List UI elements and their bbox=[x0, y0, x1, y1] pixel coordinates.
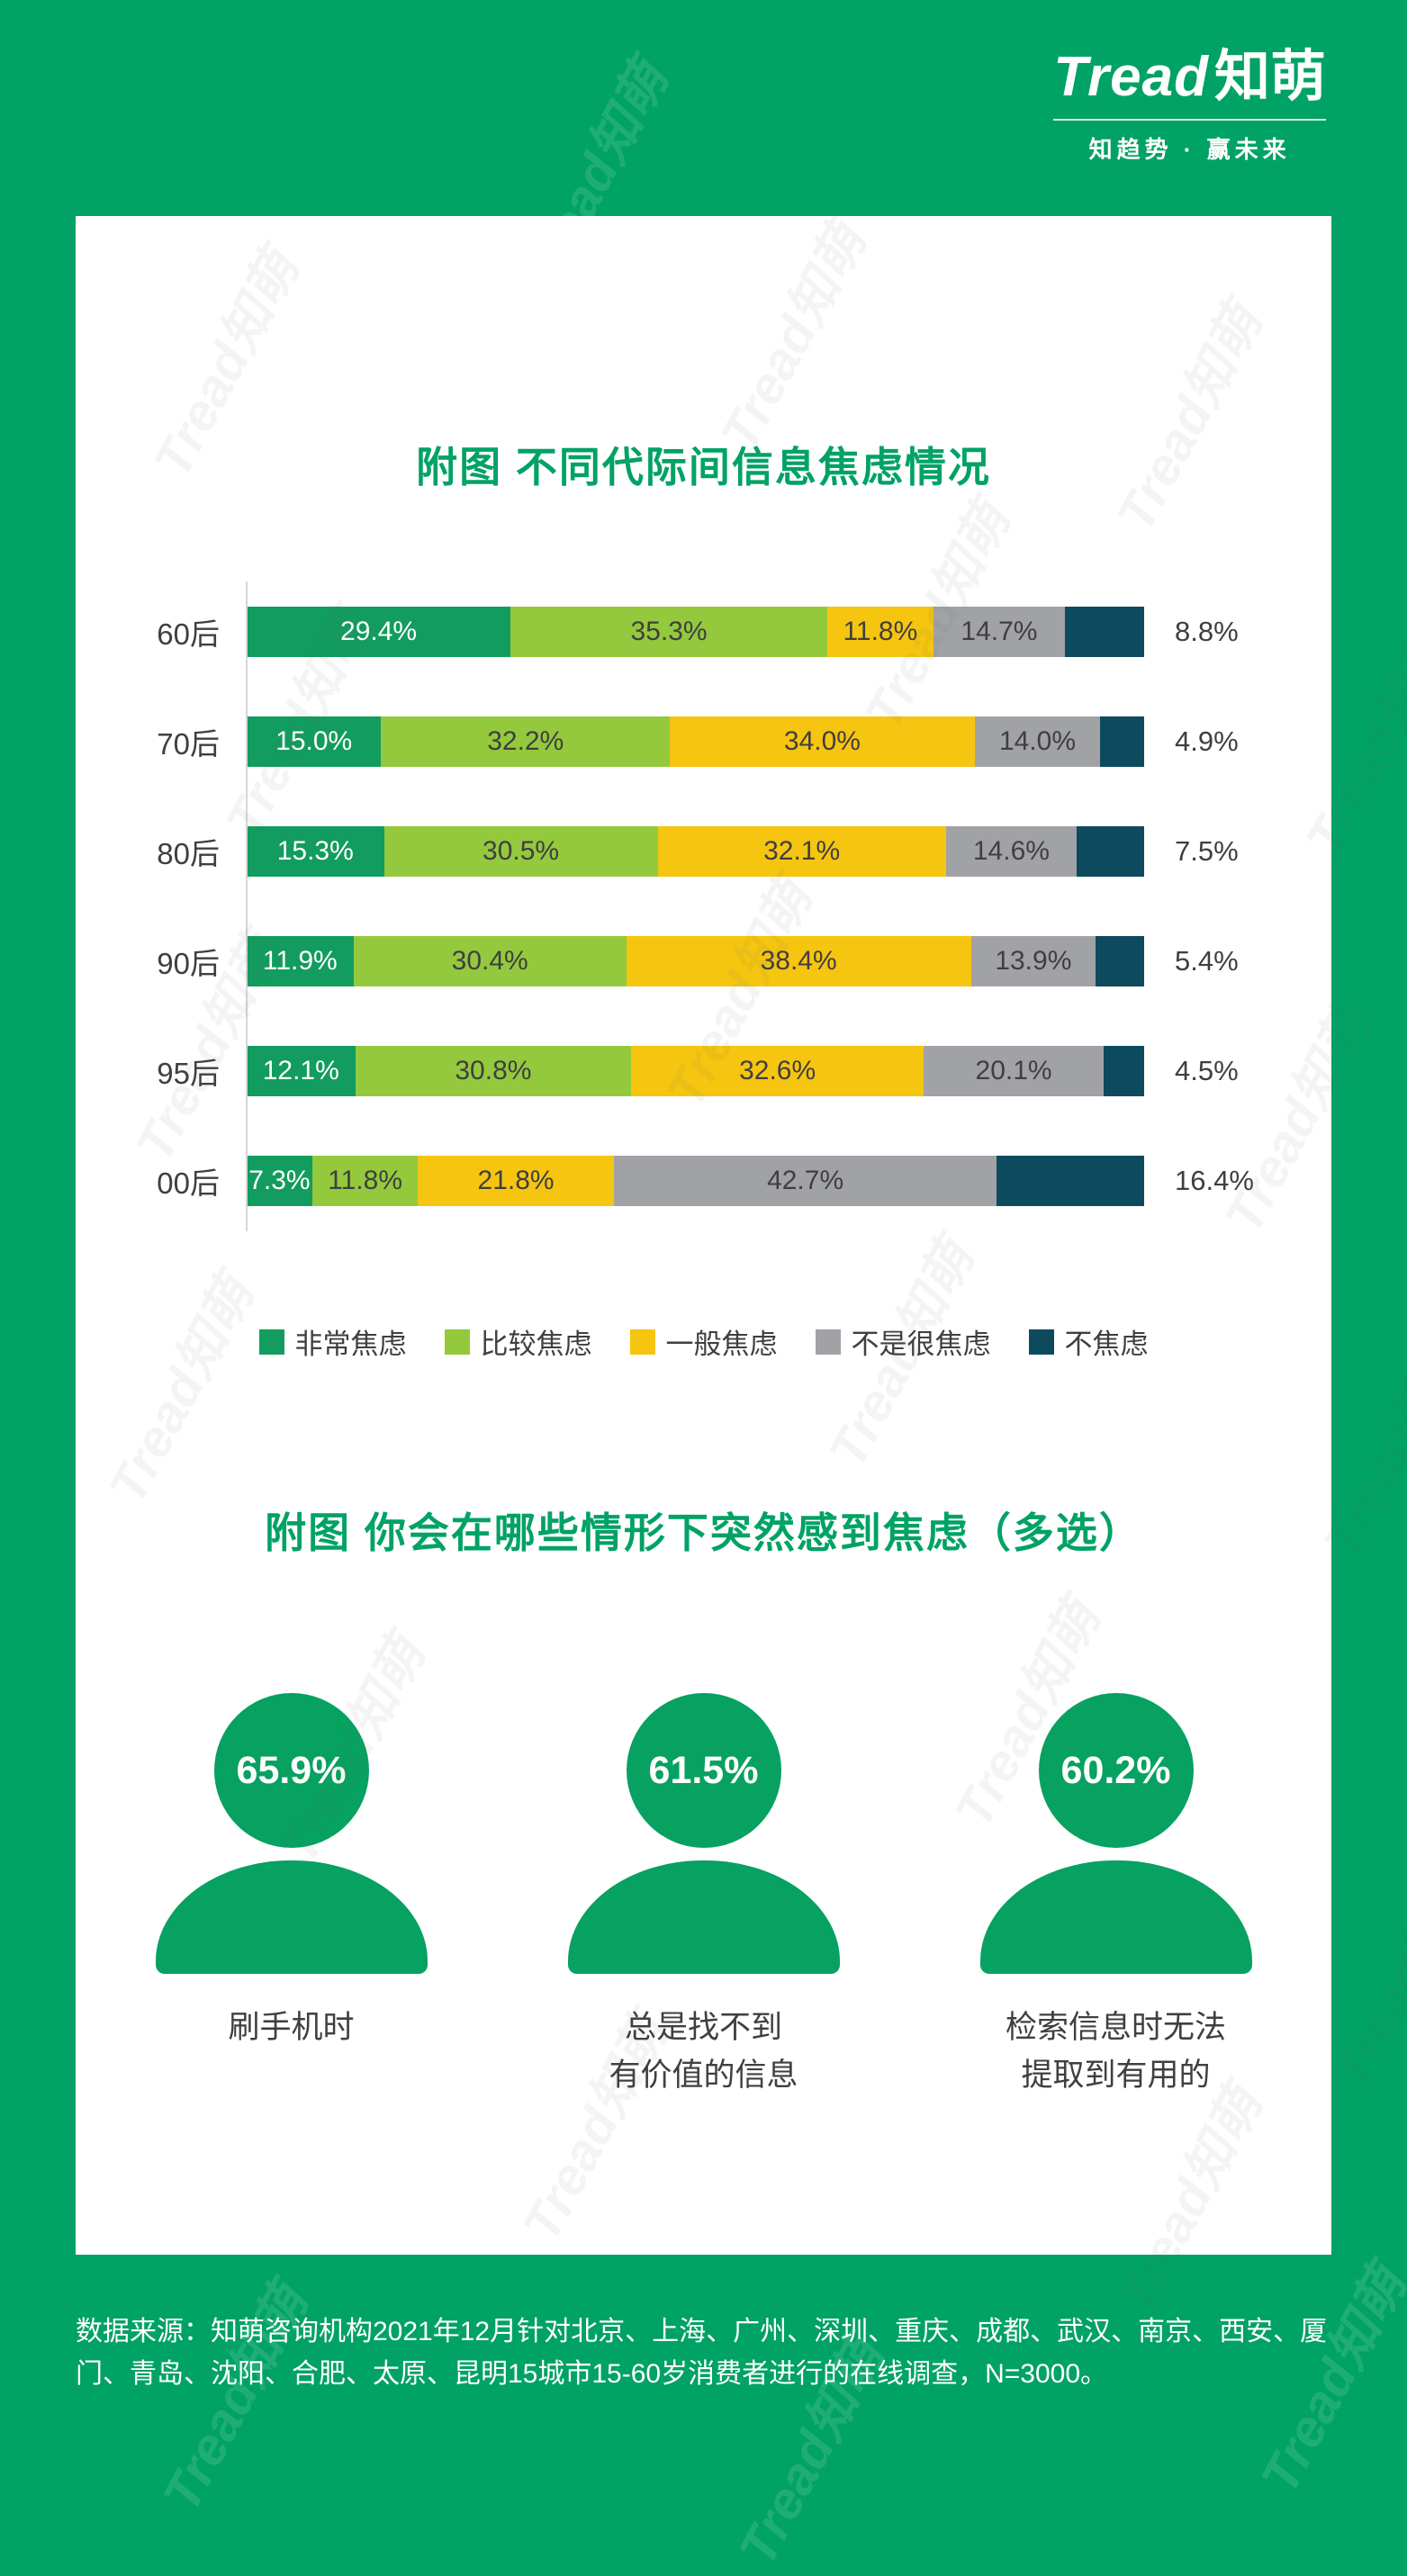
legend-label: 比较焦虑 bbox=[480, 1329, 592, 1360]
person-head-icon: 61.5% bbox=[626, 1693, 781, 1848]
bar-row: 90后 11.9% 30.4% 38.4% 13.9% 5.4% bbox=[76, 936, 1331, 986]
person-body-icon bbox=[567, 1860, 840, 1974]
logo-zhimeng-text: 知萌 bbox=[1213, 46, 1326, 108]
legend-swatch bbox=[444, 1329, 470, 1355]
legend-item: 非常焦虑 bbox=[258, 1321, 407, 1362]
pictogram-label: 刷手机时 bbox=[228, 2010, 355, 2045]
bar-segment bbox=[1104, 1046, 1144, 1096]
outside-value-label: 16.4% bbox=[1175, 1165, 1254, 1196]
bar-segment: 15.3% bbox=[247, 826, 384, 877]
pictogram-label: 检索信息时无法 提取到有用的 bbox=[1005, 2010, 1226, 2093]
bar-segment: 21.8% bbox=[418, 1156, 614, 1206]
bar-segment bbox=[1065, 607, 1144, 657]
legend-item: 一般焦虑 bbox=[629, 1321, 778, 1362]
bar-segment: 14.6% bbox=[945, 826, 1078, 877]
bar-segment: 38.4% bbox=[626, 936, 971, 986]
bar-row: 80后 15.3% 30.5% 32.1% 14.6% 7.5% bbox=[76, 826, 1331, 877]
bar-segment: 34.0% bbox=[670, 716, 975, 767]
bar-segment: 11.9% bbox=[247, 936, 354, 986]
category-label: 95后 bbox=[157, 1057, 220, 1090]
pictogram-value: 65.9% bbox=[236, 1748, 347, 1792]
bar-segment: 14.7% bbox=[933, 607, 1066, 657]
bar-segment: 15.0% bbox=[247, 716, 382, 767]
bar-segment: 7.3% bbox=[247, 1156, 312, 1206]
data-source-note: 数据来源：知萌咨询机构2021年12月针对北京、上海、广州、深圳、重庆、成都、武… bbox=[76, 2317, 1328, 2389]
outside-value-label: 5.4% bbox=[1175, 945, 1239, 977]
bar-segment: 11.8% bbox=[827, 607, 933, 657]
legend-item: 不焦虑 bbox=[1028, 1321, 1149, 1362]
bar-track: 12.1% 30.8% 32.6% 20.1% bbox=[247, 1046, 1144, 1096]
bar-segment: 32.1% bbox=[657, 826, 946, 877]
legend-swatch bbox=[629, 1329, 655, 1355]
bar-chart-rows: 60后 29.4% 35.3% 11.8% 14.7% 8.8% 70后 15.0% 32.2%… bbox=[76, 607, 1331, 1206]
stacked-bar-chart: 60后 29.4% 35.3% 11.8% 14.7% 8.8% 70后 15.0% 32.2%… bbox=[76, 581, 1331, 1231]
pictogram-item: 61.5% 总是找不到 有价值的信息 bbox=[546, 1693, 861, 2099]
bar-segment bbox=[1077, 826, 1144, 877]
bar-row: 60后 29.4% 35.3% 11.8% 14.7% 8.8% bbox=[76, 607, 1331, 657]
bar-segment: 32.6% bbox=[631, 1046, 924, 1096]
brand-logo: Tread知萌 bbox=[1053, 46, 1326, 108]
legend-label: 不焦虑 bbox=[1064, 1329, 1149, 1360]
person-head-icon: 60.2% bbox=[1038, 1693, 1194, 1848]
bar-segment: 30.5% bbox=[383, 826, 658, 877]
stacked-bar-chart-title: 附图 不同代际间信息焦虑情况 bbox=[416, 444, 991, 491]
infographic-page: { "page": { "bg_color": "#00a265", "card… bbox=[76, 46, 1407, 2575]
category-label: 70后 bbox=[157, 727, 220, 761]
logo-tread-text: Tread bbox=[1053, 46, 1209, 108]
person-body-icon bbox=[155, 1860, 428, 1974]
pictogram-value: 60.2% bbox=[1060, 1748, 1171, 1792]
legend-item: 比较焦虑 bbox=[444, 1321, 592, 1362]
person-head-icon: 65.9% bbox=[213, 1693, 369, 1848]
bar-segment: 14.0% bbox=[974, 716, 1101, 767]
brand-tagline: 知趋势 · 赢未来 bbox=[1053, 119, 1326, 165]
legend-swatch bbox=[815, 1329, 841, 1355]
bar-row: 95后 12.1% 30.8% 32.6% 20.1% 4.5% bbox=[76, 1046, 1331, 1096]
pictogram-section-title: 附图 你会在哪些情形下突然感到焦虑（多选） bbox=[265, 1509, 1142, 1556]
bar-segment: 20.1% bbox=[923, 1046, 1105, 1096]
pictogram-item: 60.2% 检索信息时无法 提取到有用的 bbox=[959, 1693, 1274, 2099]
bar-row: 70后 15.0% 32.2% 34.0% 14.0% 4.9% bbox=[76, 716, 1331, 767]
legend-item: 不是很焦虑 bbox=[815, 1321, 991, 1362]
pictogram-item: 65.9% 刷手机时 bbox=[134, 1693, 449, 2099]
bar-row: 00后 7.3% 11.8% 21.8% 42.7% 16.4% bbox=[76, 1156, 1331, 1206]
bar-track: 15.0% 32.2% 34.0% 14.0% bbox=[247, 716, 1144, 767]
pictogram-value: 61.5% bbox=[648, 1748, 759, 1792]
bar-segment bbox=[997, 1156, 1144, 1206]
outside-value-label: 4.5% bbox=[1175, 1055, 1239, 1086]
outside-value-label: 4.9% bbox=[1175, 725, 1239, 757]
bar-segment: 32.2% bbox=[381, 716, 671, 767]
bar-track: 15.3% 30.5% 32.1% 14.6% bbox=[247, 826, 1144, 877]
bar-segment bbox=[1096, 936, 1144, 986]
bar-segment: 30.4% bbox=[353, 936, 627, 986]
category-label: 90后 bbox=[157, 947, 220, 980]
bar-segment: 11.8% bbox=[311, 1156, 419, 1206]
legend-label: 非常焦虑 bbox=[294, 1329, 407, 1360]
outside-value-label: 8.8% bbox=[1175, 616, 1239, 647]
legend-swatch bbox=[1028, 1329, 1054, 1355]
bar-segment: 30.8% bbox=[355, 1046, 632, 1096]
bar-track: 11.9% 30.4% 38.4% 13.9% bbox=[247, 936, 1144, 986]
outside-value-label: 7.5% bbox=[1175, 835, 1239, 867]
bar-segment: 42.7% bbox=[613, 1156, 997, 1206]
bar-segment: 12.1% bbox=[247, 1046, 356, 1096]
brand-header: Tread知萌 知趋势 · 赢未来 bbox=[1053, 46, 1326, 165]
pictogram-row: 65.9% 刷手机时 61.5% 总是找不到 有价值的信息 60.2% 检索信息时无法 提… bbox=[76, 1693, 1331, 2099]
bar-segment: 35.3% bbox=[510, 607, 828, 657]
chart-legend: 非常焦虑 比较焦虑 一般焦虑 不是很焦虑 不焦虑 bbox=[76, 1321, 1331, 1362]
legend-label: 一般焦虑 bbox=[665, 1329, 778, 1360]
pictogram-label: 总是找不到 有价值的信息 bbox=[609, 2010, 798, 2093]
category-label: 00后 bbox=[157, 1166, 220, 1200]
person-body-icon bbox=[979, 1860, 1252, 1974]
legend-swatch bbox=[258, 1329, 284, 1355]
bar-segment: 13.9% bbox=[970, 936, 1096, 986]
category-label: 80后 bbox=[157, 837, 220, 870]
legend-label: 不是很焦虑 bbox=[851, 1329, 991, 1360]
bar-track: 29.4% 35.3% 11.8% 14.7% bbox=[247, 607, 1144, 657]
watermark-text: Tread知萌 bbox=[151, 2275, 320, 2521]
bar-track: 7.3% 11.8% 21.8% 42.7% bbox=[247, 1156, 1144, 1206]
category-label: 60后 bbox=[157, 617, 220, 651]
bar-segment bbox=[1100, 716, 1144, 767]
bar-segment: 29.4% bbox=[247, 607, 511, 657]
content-card: 附图 不同代际间信息焦虑情况 60后 29.4% 35.3% 11.8% 14.7% 8.… bbox=[76, 216, 1331, 2255]
